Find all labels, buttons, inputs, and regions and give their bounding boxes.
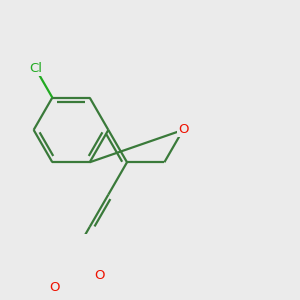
Text: O: O [178, 123, 188, 136]
Text: Cl: Cl [29, 62, 42, 75]
Text: O: O [94, 269, 105, 282]
Text: O: O [49, 281, 60, 294]
